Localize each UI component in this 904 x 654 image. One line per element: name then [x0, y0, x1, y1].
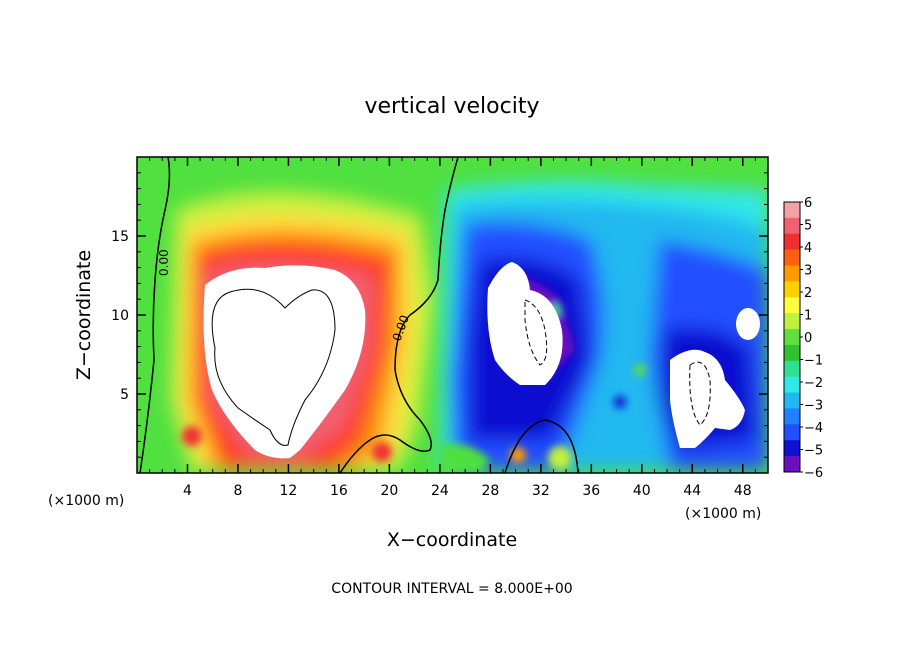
downdraft-core-1: [487, 262, 563, 385]
y-tick-label-1: 10: [111, 308, 129, 324]
colorbar-swatch-7: [784, 313, 800, 330]
colorbar-label-6: 0: [804, 331, 812, 346]
colorbar-swatch-16: [784, 456, 800, 473]
colorbar-label-11: −5: [804, 444, 823, 459]
colorbar-label-5: 1: [804, 309, 812, 324]
colorbar-label-8: −2: [804, 376, 823, 391]
contour-lines: [139, 157, 579, 473]
colorbar-swatch-6: [784, 297, 800, 314]
colorbar-swatch-5: [784, 281, 800, 298]
contour-interval: CONTOUR INTERVAL = 8.000E+00: [331, 581, 572, 597]
colorbar-swatch-10: [784, 360, 800, 378]
x-unit-left: (×1000 m): [48, 493, 124, 509]
negative-contours: [524, 299, 711, 426]
x-tick-label-5: 24: [431, 483, 449, 499]
colorbar-swatch-13: [784, 408, 800, 425]
x-tick-label-11: 48: [734, 483, 752, 499]
colorbar-swatch-3: [784, 249, 800, 267]
colorbar-label-3: 3: [804, 264, 812, 279]
colorbar-swatch-4: [784, 265, 800, 282]
x-tick-label-4: 20: [380, 483, 398, 499]
updraft-core: [203, 265, 366, 459]
colorbar: 6 5 4 3 2 1 0 −1 −2 −3 −4 −5 −6: [783, 196, 823, 481]
x-tick-label-3: 16: [330, 483, 348, 499]
velocity-field: [137, 157, 768, 473]
y-tick-label-0: 5: [120, 387, 129, 403]
colorbar-swatch-1: [784, 217, 800, 235]
downdraft-core-3: [736, 308, 760, 340]
colorbar-label-9: −3: [804, 399, 823, 414]
colorbar-swatch-8: [784, 329, 800, 346]
x-tick-label-2: 12: [280, 483, 298, 499]
colorbar-label-1: 5: [804, 219, 812, 234]
x-tick-label-8: 36: [582, 483, 600, 499]
x-tick-label-7: 32: [532, 483, 550, 499]
x-unit-right: (×1000 m): [685, 506, 761, 522]
colorbar-swatch-0: [784, 202, 800, 219]
x-tick-label-0: 4: [183, 483, 192, 499]
y-axis-ticks: 5 10 15: [111, 172, 768, 458]
colorbar-swatch-12: [784, 392, 800, 409]
x-tick-label-9: 40: [633, 483, 651, 499]
colorbar-label-2: 4: [804, 241, 812, 256]
y-axis-label: Z−coordinate: [73, 250, 95, 380]
x-axis-ticks: 4 8 12 16 20 24 28 32 36 40 44 48: [149, 157, 756, 499]
x-tick-label-6: 28: [481, 483, 499, 499]
y-tick-label-2: 15: [111, 229, 129, 245]
colorbar-label-4: 2: [804, 286, 812, 301]
colorbar-label-12: −6: [804, 466, 823, 481]
colorbar-swatch-9: [784, 344, 800, 362]
colorbar-swatch-11: [784, 376, 800, 394]
chart-title: vertical velocity: [364, 94, 539, 119]
x-tick-label-10: 44: [683, 483, 701, 499]
colorbar-label-0: 6: [804, 196, 812, 211]
colorbar-swatch-14: [784, 424, 800, 441]
colorbar-swatch-15: [784, 440, 800, 457]
colorbar-label-10: −4: [804, 421, 823, 436]
downdraft-core-2: [670, 349, 745, 448]
x-axis-label: X−coordinate: [387, 529, 517, 551]
x-tick-label-1: 8: [233, 483, 242, 499]
contour-label-left: 0.00: [157, 249, 171, 276]
colorbar-label-7: −1: [804, 354, 823, 369]
colorbar-swatch-2: [784, 233, 800, 251]
